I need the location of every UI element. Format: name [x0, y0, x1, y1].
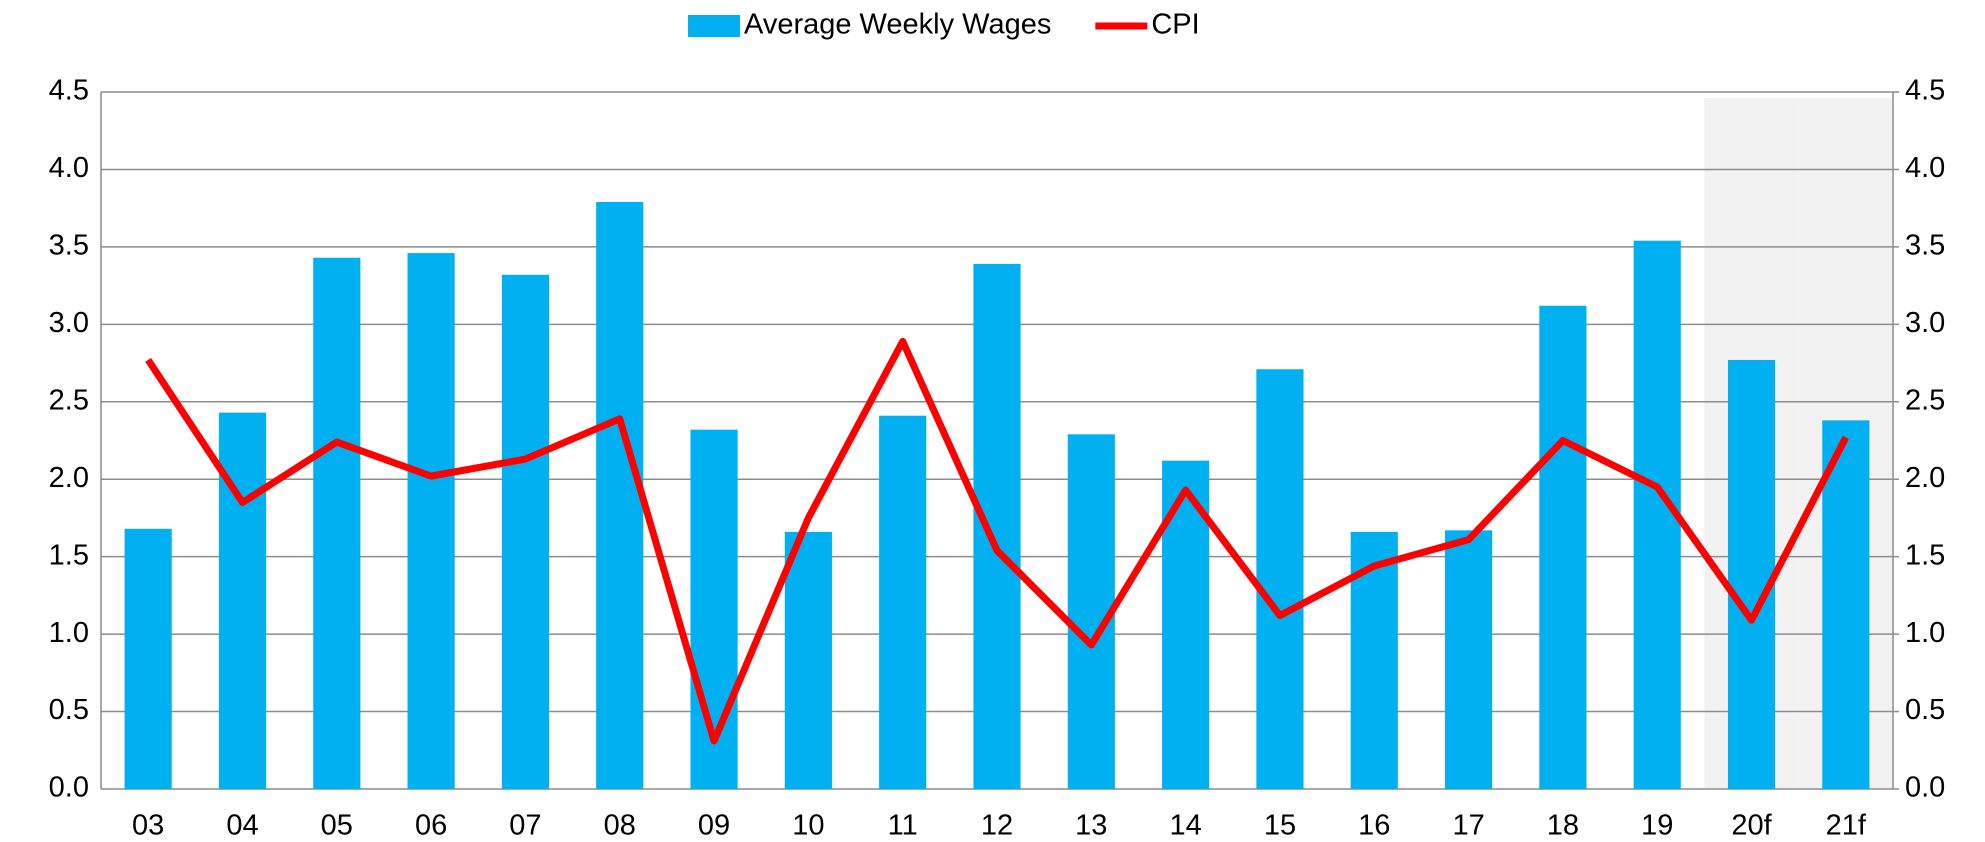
y-tick-label: 1.0	[49, 617, 89, 649]
x-tick-label: 17	[1452, 810, 1484, 842]
y2-tick-label: 4.0	[1905, 152, 1945, 184]
y-tick-label: 2.5	[49, 384, 89, 416]
x-tick-label: 18	[1547, 810, 1579, 842]
cpi-line	[145, 337, 1849, 745]
y-tick-label: 3.0	[49, 307, 89, 339]
x-tick-label: 19	[1641, 810, 1673, 842]
x-tick-label: 13	[1075, 810, 1107, 842]
y2-tick-label: 0.5	[1905, 694, 1945, 726]
x-tick-label: 05	[321, 810, 353, 842]
bar	[124, 528, 172, 789]
x-tick-label: 04	[226, 810, 258, 842]
x-tick-label: 03	[132, 810, 164, 842]
bar	[973, 263, 1021, 790]
x-tick-label: 21f	[1826, 810, 1867, 842]
legend-label: CPI	[1151, 9, 1199, 41]
x-tick-label: 14	[1169, 810, 1201, 842]
bar	[407, 253, 455, 789]
x-tick-label: 12	[981, 810, 1013, 842]
legend-label: Average Weekly Wages	[744, 9, 1051, 41]
y2-tick-label: 3.0	[1905, 307, 1945, 339]
bar	[1539, 305, 1587, 789]
y2-tick-label: 3.5	[1905, 230, 1945, 262]
x-tick-label: 20f	[1731, 810, 1772, 842]
y-tick-label: 0.5	[49, 694, 89, 726]
y-tick-label: 4.0	[49, 152, 89, 184]
x-tick-label: 09	[698, 810, 730, 842]
y2-tick-label: 2.0	[1905, 462, 1945, 494]
x-tick-label: 16	[1358, 810, 1390, 842]
x-tick-label: 07	[509, 810, 541, 842]
bar	[1727, 359, 1776, 789]
y-tick-label: 1.5	[49, 539, 89, 571]
bar	[879, 415, 927, 789]
x-tick-label: 15	[1264, 810, 1296, 842]
bar	[1256, 369, 1304, 789]
y2-tick-label: 2.5	[1905, 384, 1945, 416]
bar	[1822, 420, 1870, 789]
legend-swatch	[688, 15, 740, 37]
bar	[596, 201, 644, 789]
y2-tick-label: 1.5	[1905, 539, 1945, 571]
bar	[1350, 531, 1398, 789]
bar	[1067, 434, 1115, 789]
y-tick-label: 4.5	[49, 75, 89, 107]
x-tick-label: 10	[792, 810, 824, 842]
y2-tick-label: 4.5	[1905, 75, 1945, 107]
x-tick-label: 08	[604, 810, 636, 842]
y-tick-label: 2.0	[49, 462, 89, 494]
x-tick-label: 06	[415, 810, 447, 842]
bar	[218, 412, 267, 789]
bar	[1445, 530, 1493, 789]
x-tick-label: 11	[888, 810, 918, 842]
y-tick-label: 0.0	[49, 772, 89, 804]
bar	[784, 531, 832, 789]
y2-tick-label: 0.0	[1905, 772, 1945, 804]
bar	[313, 257, 361, 790]
bar	[501, 274, 549, 789]
y-tick-label: 3.5	[49, 230, 89, 262]
y2-tick-label: 1.0	[1905, 617, 1945, 649]
